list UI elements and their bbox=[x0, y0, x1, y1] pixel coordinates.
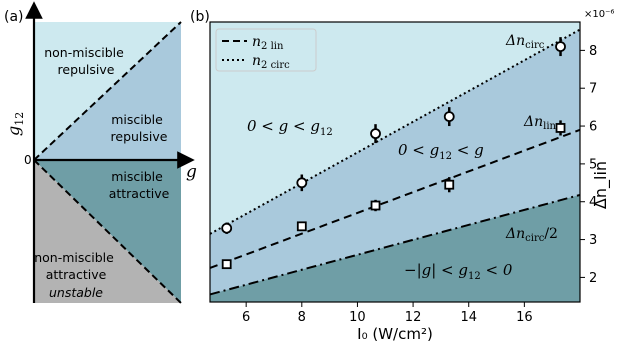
g12-axis-label: g12 bbox=[4, 112, 26, 136]
fit-line-dashed bbox=[209, 128, 581, 269]
data-point-circle bbox=[296, 177, 308, 189]
y-tick-label: 5 bbox=[589, 157, 597, 172]
boundary-lower bbox=[33, 159, 182, 304]
panel-b-label: (b) bbox=[190, 9, 210, 25]
y-tick-label: 2 bbox=[589, 271, 597, 286]
line-label-lin: Δnlin bbox=[523, 114, 557, 132]
x-tick-label: 16 bbox=[516, 310, 533, 325]
legend: n2 lin n2 circ bbox=[215, 28, 317, 72]
y-tick-label: 3 bbox=[589, 233, 597, 248]
panel-b: (b) 6 8 10 12 14 16 2 3 4 5 6 7 8 n2 lin n2 circ 0 <… bbox=[190, 9, 614, 343]
data-point-circle bbox=[221, 222, 233, 234]
y-tick-label: 4 bbox=[589, 195, 597, 210]
fit-line-dashdot bbox=[209, 193, 581, 296]
x-tick-label: 8 bbox=[298, 310, 306, 325]
region-label-miscible-attractive: miscible attractive bbox=[109, 169, 170, 201]
y-tick-label: 8 bbox=[589, 44, 597, 59]
data-point-circle bbox=[370, 128, 381, 140]
legend-box bbox=[215, 28, 317, 72]
legend-label-circ: n2 circ bbox=[252, 53, 290, 71]
y-tick-label: 7 bbox=[589, 82, 597, 97]
data-point-square bbox=[370, 200, 381, 211]
x-tick-label: 12 bbox=[405, 310, 422, 325]
fit-line-dotted bbox=[209, 28, 581, 235]
region-label-bottom: −|g| < g12 < 0 bbox=[404, 261, 513, 282]
x-tick-label: 10 bbox=[349, 310, 366, 325]
region-label-unstable: unstable bbox=[49, 285, 103, 300]
panel-a: (a) g12 0 g non-miscible repulsive misci… bbox=[4, 1, 197, 304]
x-tick-label: 14 bbox=[460, 310, 477, 325]
legend-label-lin: n2 lin bbox=[252, 34, 284, 52]
data-point-circle bbox=[555, 41, 566, 52]
region-label-middle: 0 < g12 < g bbox=[398, 141, 484, 162]
g-axis-label: g bbox=[186, 162, 197, 182]
boundary-upper bbox=[33, 21, 182, 161]
plot-frame bbox=[209, 21, 581, 303]
y-axis-label: Δn_lin bbox=[591, 161, 611, 209]
y-multiplier: ×10⁻⁶ bbox=[584, 9, 614, 20]
data-point-square bbox=[296, 221, 307, 232]
panel-a-label: (a) bbox=[4, 9, 24, 25]
line-label-half: Δncirc/2 bbox=[505, 226, 558, 244]
region-label-non-miscible-attractive: non-miscible attractive bbox=[34, 250, 118, 282]
origin-label: 0 bbox=[24, 153, 32, 167]
region-label-non-miscible-repulsive: non-miscible repulsive bbox=[44, 45, 128, 77]
region-bottom bbox=[210, 194, 580, 302]
data-point-square bbox=[221, 259, 232, 270]
line-label-circ: Δncirc bbox=[505, 33, 545, 51]
region-label-top: 0 < g < g12 bbox=[247, 117, 333, 138]
data-point-circle bbox=[443, 111, 455, 122]
data-point-square bbox=[444, 179, 455, 190]
x-tick-label: 6 bbox=[242, 310, 250, 325]
x-axis-label: I₀ (W/cm²) bbox=[357, 325, 433, 343]
data-point-square bbox=[555, 123, 566, 133]
region-label-miscible-repulsive: miscible repulsive bbox=[111, 112, 168, 144]
y-tick-label: 6 bbox=[589, 120, 597, 135]
